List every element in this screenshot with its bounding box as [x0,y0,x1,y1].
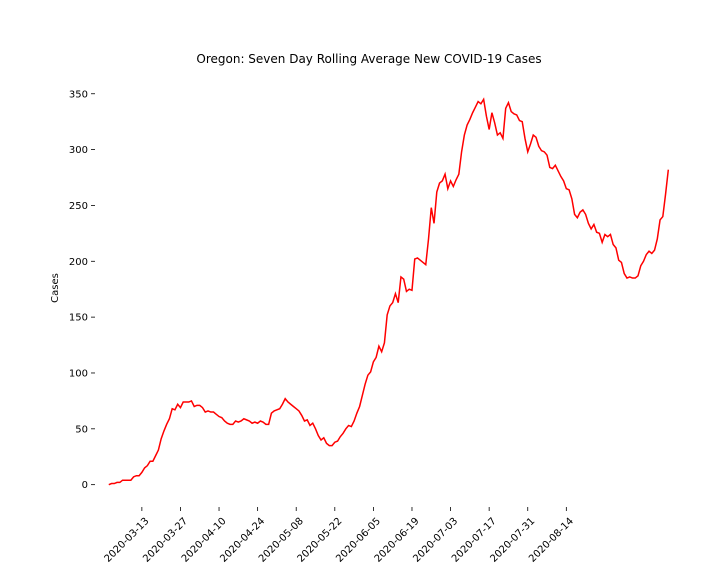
y-tick-label: 300 [69,145,88,156]
x-axis: 2020-03-132020-03-272020-04-102020-04-24… [103,507,576,565]
y-tick-label: 50 [75,424,88,435]
y-tick-label: 0 [82,480,88,491]
y-axis: 0 50 100 150 200 250 300 350 [69,89,95,491]
y-tick-label: 250 [69,201,88,212]
y-tick-label: 350 [69,89,88,100]
chart-title: Oregon: Seven Day Rolling Average New CO… [196,52,541,66]
y-tick-label: 100 [69,368,88,379]
series-line [108,97,670,486]
y-tick-label: 150 [69,313,88,324]
y-tick-label: 200 [69,257,88,268]
y-axis-label: Cases [50,273,61,303]
